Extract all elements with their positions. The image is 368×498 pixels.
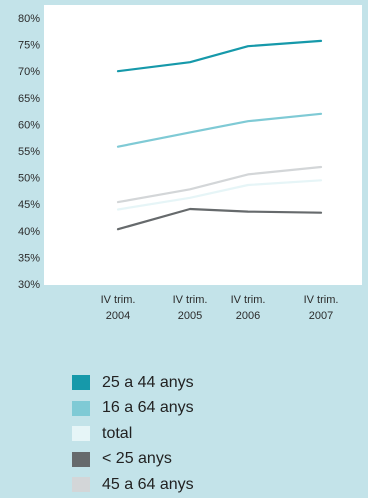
legend-item: 16 a 64 anys [72,396,194,422]
plot-area [44,5,362,285]
legend-item: < 25 anys [72,447,194,473]
y-tick-label: 65% [18,93,40,105]
y-tick-label: 45% [18,199,40,211]
legend-swatch [72,375,90,391]
legend-swatch [72,400,90,416]
legend-swatch [72,477,90,493]
x-tick-label: 2005 [178,310,202,322]
y-tick-label: 35% [18,252,40,264]
y-tick-label: 60% [18,119,40,131]
line-chart: 30% 35% 40% 45% 50% 55% 60% 65% 70% 75% 80% IV tri… [18,5,362,322]
y-axis-ticks: 30% 35% 40% 45% 50% 55% 60% 65% 70% 75% 80% [18,13,40,291]
x-tick-label: 2007 [309,310,333,322]
legend-item: 25 a 44 anys [72,370,194,396]
series-lines [116,39,323,231]
x-tick-label: 2004 [106,310,130,322]
y-tick-label: 50% [18,173,40,185]
series-line [116,207,323,231]
x-tick-label: IV trim. [101,294,136,306]
y-tick-label: 30% [18,279,40,291]
x-tick-label: IV trim. [304,294,339,306]
legend: 25 a 44 anys 16 a 64 anys total < 25 anys 45… [72,370,194,498]
legend-label: < 25 anys [102,450,172,468]
series-line [116,112,323,148]
legend-label: 16 a 64 anys [102,399,194,417]
legend-swatch [72,451,90,467]
x-tick-label: IV trim. [231,294,266,306]
series-line [116,179,323,211]
series-line [116,165,323,204]
y-tick-label: 80% [18,13,40,25]
legend-swatch [72,426,90,442]
x-tick-label: IV trim. [173,294,208,306]
x-tick-label: 2006 [236,310,260,322]
legend-item: 45 a 64 anys [72,472,194,498]
y-tick-label: 70% [18,66,40,78]
y-tick-label: 40% [18,226,40,238]
y-tick-label: 75% [18,40,40,52]
legend-item: total [72,421,194,447]
y-tick-label: 55% [18,146,40,158]
legend-label: total [102,424,133,442]
series-line [116,39,323,73]
x-axis-ticks: IV trim. 2004 IV trim. 2005 IV trim. 2006 IV t… [101,294,339,322]
legend-label: 45 a 64 anys [102,475,194,493]
legend-label: 25 a 44 anys [102,373,194,391]
